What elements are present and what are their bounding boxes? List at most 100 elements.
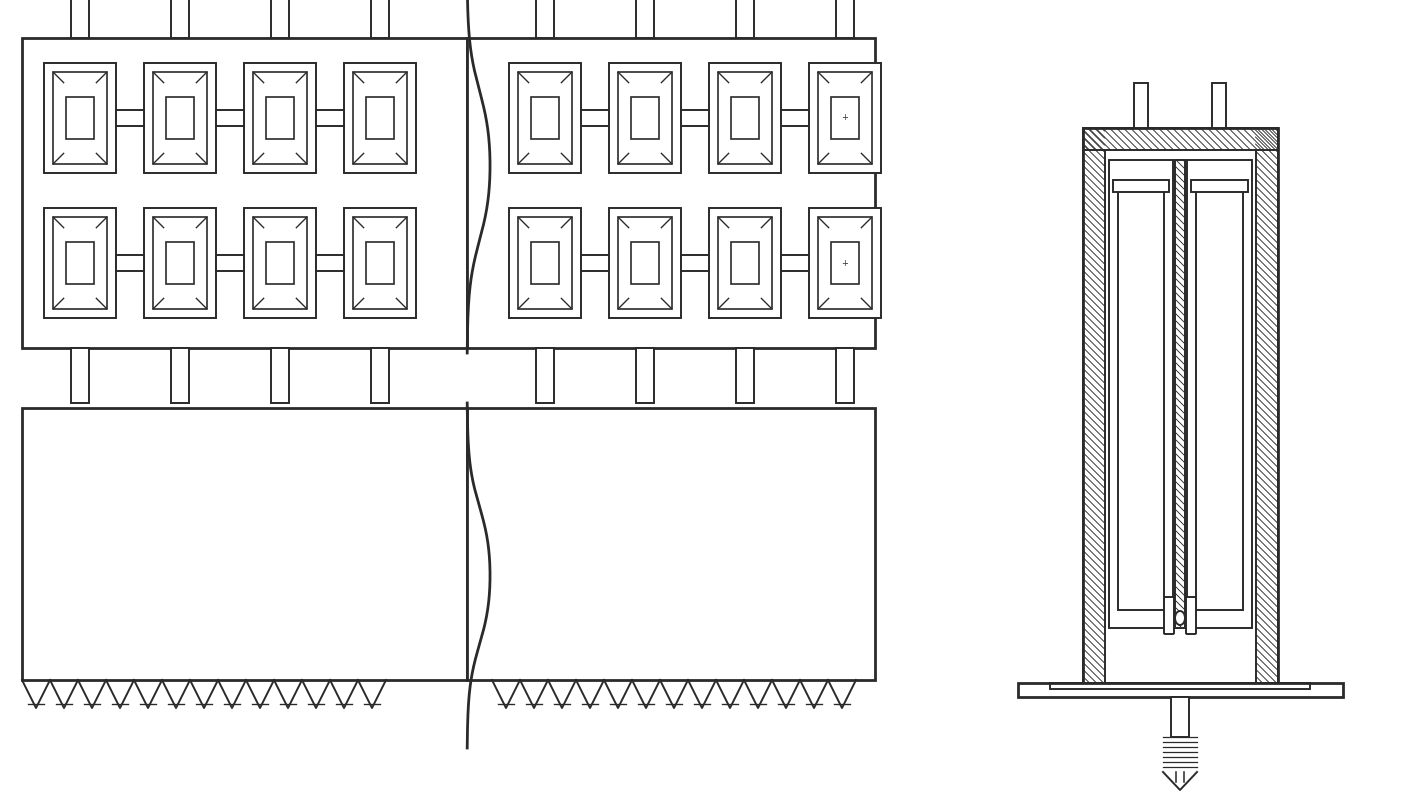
Bar — [317, 110, 344, 126]
Bar — [609, 63, 682, 173]
Bar — [253, 217, 307, 309]
Bar — [1187, 160, 1251, 628]
Bar — [709, 208, 781, 318]
Bar — [609, 208, 682, 318]
Bar — [1191, 180, 1248, 192]
Bar — [682, 110, 709, 126]
Bar — [116, 255, 143, 271]
Bar — [1133, 83, 1147, 128]
Bar — [143, 63, 216, 173]
Bar — [170, 0, 189, 38]
Bar — [371, 0, 389, 38]
FancyBboxPatch shape — [1164, 597, 1174, 634]
Bar — [781, 255, 809, 271]
Bar — [267, 242, 294, 284]
Bar — [371, 348, 389, 403]
Bar — [535, 0, 554, 38]
Bar — [731, 242, 758, 284]
Bar — [54, 73, 106, 164]
Bar — [116, 110, 143, 126]
Bar — [467, 38, 875, 348]
Bar — [344, 63, 416, 173]
Bar — [535, 348, 554, 403]
Bar — [344, 208, 416, 318]
Bar — [632, 242, 659, 284]
Bar — [1174, 160, 1186, 628]
Bar — [508, 63, 581, 173]
Bar — [1174, 160, 1186, 628]
Bar — [170, 348, 189, 403]
Bar — [618, 217, 672, 309]
Bar — [71, 348, 89, 403]
Bar — [1082, 128, 1105, 683]
Bar — [216, 255, 244, 271]
FancyBboxPatch shape — [1186, 597, 1196, 634]
Bar — [44, 208, 116, 318]
Text: +: + — [842, 259, 848, 267]
Bar — [366, 242, 393, 284]
Bar — [44, 63, 116, 173]
Bar — [54, 217, 106, 309]
Bar — [709, 63, 781, 173]
Bar — [1196, 190, 1242, 610]
Bar — [719, 73, 771, 164]
Bar — [1082, 128, 1278, 150]
Bar — [809, 208, 880, 318]
Bar — [581, 255, 609, 271]
Bar — [354, 73, 406, 164]
Bar — [518, 73, 572, 164]
Bar — [1174, 160, 1186, 628]
Bar — [1082, 128, 1105, 683]
Bar — [67, 97, 94, 139]
Bar — [581, 110, 609, 126]
Bar — [731, 97, 758, 139]
Bar — [354, 217, 406, 309]
Text: +: + — [842, 113, 848, 123]
Bar — [1118, 190, 1164, 610]
Bar — [682, 255, 709, 271]
Bar — [317, 255, 344, 271]
Bar — [166, 97, 193, 139]
Bar — [719, 217, 771, 309]
Bar — [153, 217, 207, 309]
Bar — [1049, 683, 1311, 689]
Bar — [636, 348, 655, 403]
Bar — [153, 73, 207, 164]
Bar — [21, 38, 467, 348]
Bar — [1112, 180, 1169, 192]
Bar — [1109, 160, 1173, 628]
Bar — [1082, 128, 1278, 683]
Bar — [271, 348, 290, 403]
Bar — [531, 97, 558, 139]
Bar — [736, 0, 754, 38]
Bar — [831, 97, 859, 139]
Bar — [271, 0, 290, 38]
Ellipse shape — [1174, 611, 1186, 625]
Bar — [216, 110, 244, 126]
Bar — [67, 242, 94, 284]
Bar — [1255, 128, 1278, 683]
Bar — [166, 242, 193, 284]
Bar — [71, 0, 89, 38]
Bar — [508, 208, 581, 318]
Bar — [1018, 683, 1342, 697]
Bar — [143, 208, 216, 318]
Bar — [736, 348, 754, 403]
Bar — [618, 73, 672, 164]
Bar — [781, 110, 809, 126]
Bar — [244, 63, 317, 173]
Bar — [831, 242, 859, 284]
Bar — [467, 408, 875, 680]
Bar — [531, 242, 558, 284]
Bar — [253, 73, 307, 164]
Bar — [636, 0, 655, 38]
Bar — [244, 208, 317, 318]
Bar — [1172, 697, 1189, 737]
Bar — [1255, 128, 1278, 683]
Bar — [1082, 128, 1278, 150]
Bar — [632, 97, 659, 139]
Bar — [1213, 83, 1227, 128]
Bar — [836, 0, 853, 38]
Bar — [21, 408, 467, 680]
Bar — [267, 97, 294, 139]
